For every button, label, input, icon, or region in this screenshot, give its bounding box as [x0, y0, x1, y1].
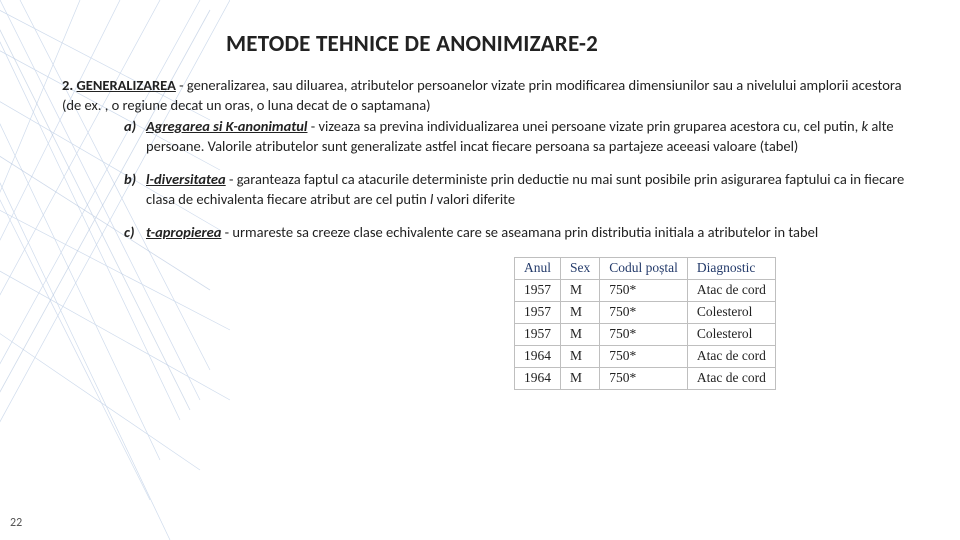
data-table: Anul Sex Codul poștal Diagnostic 1957M75…: [514, 257, 776, 390]
table-cell: M: [561, 301, 600, 323]
table-cell: Atac de cord: [687, 367, 775, 389]
bullet-list: a) Agregarea si K-anonimatul - vizeaza s…: [124, 117, 924, 243]
table-row: 1957M750*Colesterol: [515, 323, 776, 345]
table-cell: Colesterol: [687, 301, 775, 323]
table-cell: M: [561, 367, 600, 389]
col-header: Codul poștal: [600, 257, 688, 279]
table-header-row: Anul Sex Codul poștal Diagnostic: [515, 257, 776, 279]
col-header: Sex: [561, 257, 600, 279]
item-lead: t-apropierea: [146, 223, 221, 241]
col-header: Diagnostic: [687, 257, 775, 279]
list-item: c) t-apropierea - urmareste sa creeze cl…: [124, 223, 924, 243]
intro-paragraph: 2. GENERALIZAREA - generalizarea, sau di…: [62, 76, 924, 115]
table-cell: Atac de cord: [687, 279, 775, 301]
item-marker: c): [124, 223, 146, 243]
table-cell: Colesterol: [687, 323, 775, 345]
table-cell: 750*: [600, 367, 688, 389]
table-cell: 750*: [600, 301, 688, 323]
table-cell: M: [561, 279, 600, 301]
slide-title: METODE TEHNICE DE ANONIMIZARE-2: [226, 30, 924, 58]
col-header: Anul: [515, 257, 561, 279]
item-marker: a): [124, 117, 146, 156]
list-item: b) l-diversitatea - garanteaza faptul ca…: [124, 170, 924, 209]
table-cell: 750*: [600, 345, 688, 367]
table-row: 1964M750*Atac de cord: [515, 345, 776, 367]
table-row: 1964M750*Atac de cord: [515, 367, 776, 389]
item-lead: Agregarea si K-anonimatul: [146, 117, 307, 135]
item-lead: l-diversitatea: [146, 170, 226, 188]
intro-text: - generalizarea, sau diluarea, atributel…: [62, 76, 902, 114]
slide-number: 22: [10, 516, 22, 530]
table-row: 1957M750*Atac de cord: [515, 279, 776, 301]
table-cell: Atac de cord: [687, 345, 775, 367]
item-marker: b): [124, 170, 146, 209]
table-cell: 1957: [515, 323, 561, 345]
table-cell: 1964: [515, 367, 561, 389]
table-cell: M: [561, 323, 600, 345]
table-cell: 1957: [515, 301, 561, 323]
table-cell: 750*: [600, 323, 688, 345]
table-cell: 1957: [515, 279, 561, 301]
table-cell: 750*: [600, 279, 688, 301]
section-number: 2.: [62, 76, 73, 94]
section-term: GENERALIZAREA: [77, 76, 176, 94]
table-row: 1957M750*Colesterol: [515, 301, 776, 323]
table-cell: 1964: [515, 345, 561, 367]
list-item: a) Agregarea si K-anonimatul - vizeaza s…: [124, 117, 924, 156]
table-cell: M: [561, 345, 600, 367]
